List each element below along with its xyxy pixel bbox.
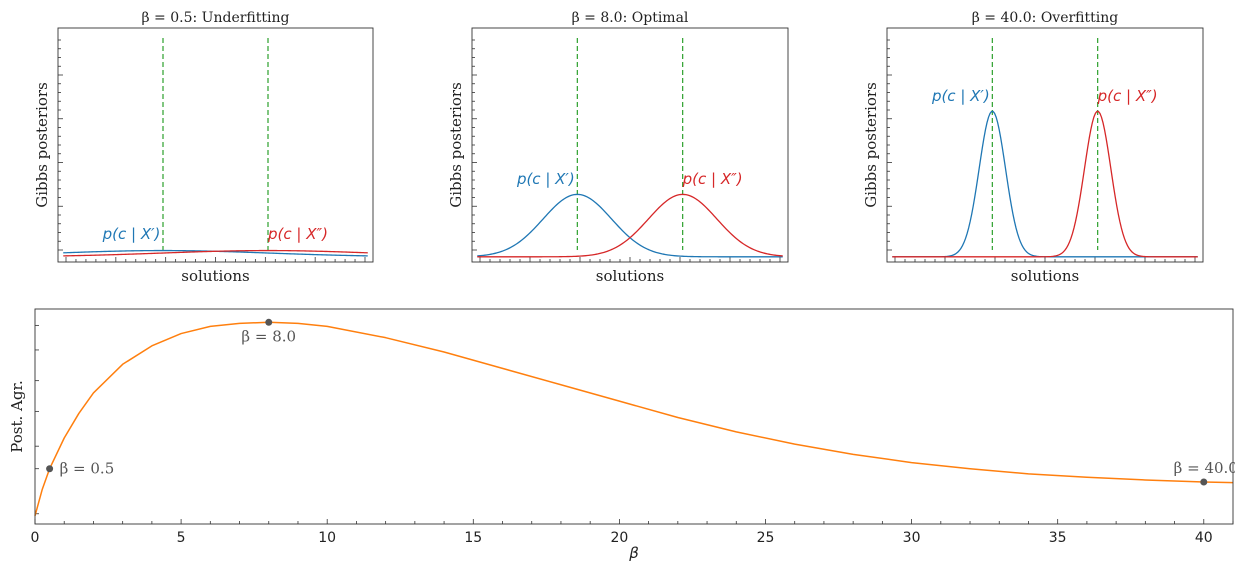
x-tick-label: 25	[757, 530, 775, 546]
panel-title: β = 8.0: Optimal	[572, 10, 689, 26]
y-axis-label: Post. Agr.	[8, 380, 26, 453]
x-axis-label: β	[628, 544, 639, 562]
panel-frame	[471, 27, 789, 263]
beta-point-label-1: β = 0.5	[60, 460, 115, 478]
panel-title: β = 0.5: Underfitting	[142, 10, 290, 26]
panel-4: β Post. Agr. 0 5 10 15 20 25 30 35 40 β = 0.5 β = 8.…	[8, 308, 1235, 562]
panel-frame	[886, 27, 1204, 263]
panel-2: β = 8.0: Optimal solutions Gibbs posterior…	[447, 10, 789, 285]
x-tick-label: 0	[31, 530, 40, 546]
series-line-2	[63, 249, 368, 257]
x-tick-label: 10	[318, 530, 336, 546]
x-axis-label: solutions	[181, 267, 249, 285]
y-axis-label: Gibbs posteriors	[33, 82, 51, 208]
series-line-2	[477, 193, 783, 258]
series-line-1	[477, 193, 783, 258]
panel-frame	[34, 308, 1234, 525]
beta-point-3	[1200, 478, 1208, 486]
x-axis-label: solutions	[596, 267, 664, 285]
x-axis-label: solutions	[1011, 267, 1079, 285]
y-axis-label: Gibbs posteriors	[862, 82, 880, 208]
beta-point-1	[46, 465, 54, 473]
beta-point-label-2: β = 8.0	[241, 327, 296, 345]
posterior-agreement-line	[34, 321, 1234, 517]
series-label-1: p(c | X′)	[931, 87, 990, 105]
x-tick-label: 35	[1049, 530, 1067, 546]
panel-3: β = 40.0: Overfitting solutions Gibbs post…	[862, 10, 1204, 285]
series-label-1: p(c | X′)	[102, 225, 161, 243]
beta-point-label-3: β = 40.0	[1174, 459, 1235, 477]
series-label-2: p(c | X″)	[682, 170, 743, 188]
series-label-2: p(c | X″)	[1097, 87, 1158, 105]
series-line-2	[892, 110, 1198, 258]
series-line-1	[892, 110, 1198, 258]
x-tick-label: 20	[610, 530, 628, 546]
x-tick-label: 5	[177, 530, 186, 546]
series-label-2: p(c | X″)	[267, 225, 328, 243]
beta-point-2	[265, 318, 273, 326]
panel-frame	[57, 27, 374, 263]
x-tick-label: 30	[903, 530, 921, 546]
x-tick-label: 40	[1195, 530, 1213, 546]
panel-title: β = 40.0: Overfitting	[972, 10, 1119, 26]
panel-1: β = 0.5: Underfitting solutions Gibbs post…	[33, 10, 374, 285]
y-axis-label: Gibbs posteriors	[447, 82, 465, 208]
x-tick-label: 15	[464, 530, 482, 546]
series-label-1: p(c | X′)	[516, 170, 575, 188]
